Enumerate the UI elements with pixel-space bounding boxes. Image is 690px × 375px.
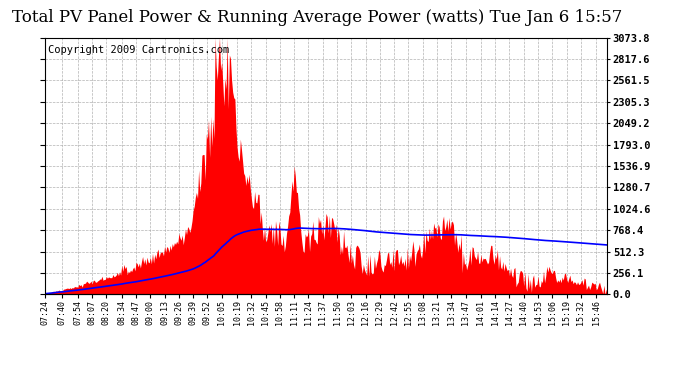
Text: Copyright 2009 Cartronics.com: Copyright 2009 Cartronics.com (48, 45, 229, 55)
Text: Total PV Panel Power & Running Average Power (watts) Tue Jan 6 15:57: Total PV Panel Power & Running Average P… (12, 9, 622, 26)
